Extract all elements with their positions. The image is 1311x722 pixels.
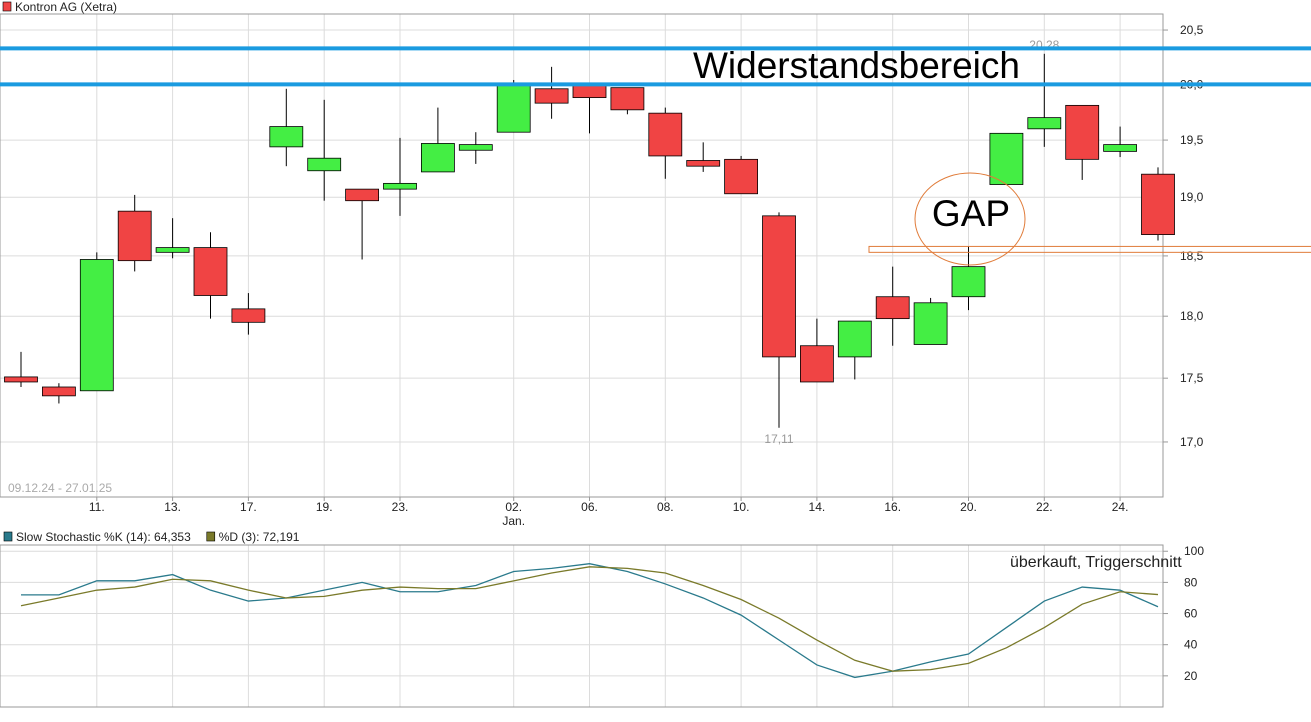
annotation: überkauft, Triggerschnitt: [1010, 554, 1182, 571]
y-tick-label: 80: [1184, 575, 1198, 589]
candle-body: [117, 210, 152, 262]
x-tick-label: 13.: [164, 500, 181, 514]
y-tick-label: 19,5: [1180, 133, 1204, 147]
candle-body: [193, 247, 228, 296]
y-tick-label: 20,5: [1180, 23, 1204, 37]
candle-body: [837, 320, 872, 358]
x-tick-label: 17.: [240, 500, 257, 514]
candle-body: [269, 126, 304, 148]
candle-body: [231, 308, 266, 323]
x-tick-label: 14.: [809, 500, 826, 514]
date-range: 09.12.24 - 27.01.25: [8, 481, 112, 495]
candle-body: [383, 182, 417, 190]
candle-body: [420, 143, 455, 173]
stochastic-line: [21, 563, 1159, 679]
legend-label: Slow Stochastic %K (14): 64,353: [16, 530, 191, 544]
candle-body: [724, 158, 758, 195]
candle-body: [534, 88, 569, 104]
candle-body: [1103, 144, 1137, 152]
x-tick-label: 22.: [1036, 500, 1053, 514]
legend-label: Kontron AG (Xetra): [15, 0, 117, 14]
candle-body: [4, 376, 38, 383]
candle-body: [610, 87, 645, 111]
candle-body: [800, 345, 834, 383]
candle-body: [951, 266, 986, 298]
candle-body: [762, 215, 796, 358]
candle-body: [1141, 173, 1175, 236]
stochastic-line: [20, 566, 1159, 672]
gap-ellipse: [914, 172, 1026, 266]
x-tick-label: 20.: [960, 500, 977, 514]
x-tick-label: 06.: [581, 500, 598, 514]
x-tick-label: 24.: [1112, 500, 1129, 514]
legend-label: %D (3): 72,191: [219, 530, 300, 544]
candle-body: [42, 386, 76, 397]
y-tick-label: 18,0: [1180, 309, 1204, 323]
y-tick-label: 17,5: [1180, 371, 1204, 385]
candle-body: [1065, 104, 1100, 160]
candle-body: [496, 83, 531, 133]
candle-body: [913, 302, 948, 345]
y-tick-label: 19,0: [1180, 190, 1204, 204]
x-tick-label: 02.: [505, 500, 522, 514]
gap-label: GAP: [932, 193, 1010, 234]
candle-body: [345, 188, 380, 202]
x-tick-label: 23.: [392, 500, 409, 514]
candle-body: [307, 157, 342, 172]
x-tick-label: 19.: [316, 500, 333, 514]
candle-body: [989, 132, 1024, 185]
gap-zone: [868, 245, 1311, 253]
legend-swatch: [2, 1, 12, 12]
y-tick-label: 60: [1184, 607, 1198, 621]
y-tick-label: 18,5: [1180, 249, 1204, 263]
candle-body: [648, 112, 683, 157]
legend-swatch: [3, 531, 13, 542]
legend-swatch: [206, 531, 216, 542]
x-tick-label: 16.: [884, 500, 901, 514]
candle-body: [79, 259, 114, 392]
x-tick-label: 10.: [733, 500, 750, 514]
candle-body: [458, 144, 493, 151]
y-tick-label: 40: [1184, 638, 1198, 652]
candle-body: [1027, 117, 1062, 130]
y-tick-label: 20: [1184, 669, 1198, 683]
y-tick-label: 100: [1184, 544, 1204, 558]
x-tick-label: 11.: [89, 500, 105, 514]
x-tick-label: 08.: [657, 500, 674, 514]
x-tick-sublabel: Jan.: [502, 514, 525, 528]
y-tick-label: 17,0: [1180, 435, 1204, 449]
resistance-label: Widerstandsbereich: [693, 45, 1020, 86]
plot-frame: [0, 13, 1164, 498]
candle-body: [155, 247, 190, 253]
plot-frame: [0, 544, 1164, 708]
candle-body: [686, 160, 721, 167]
candle-body: [875, 296, 910, 320]
low-label: 17,11: [764, 432, 793, 446]
